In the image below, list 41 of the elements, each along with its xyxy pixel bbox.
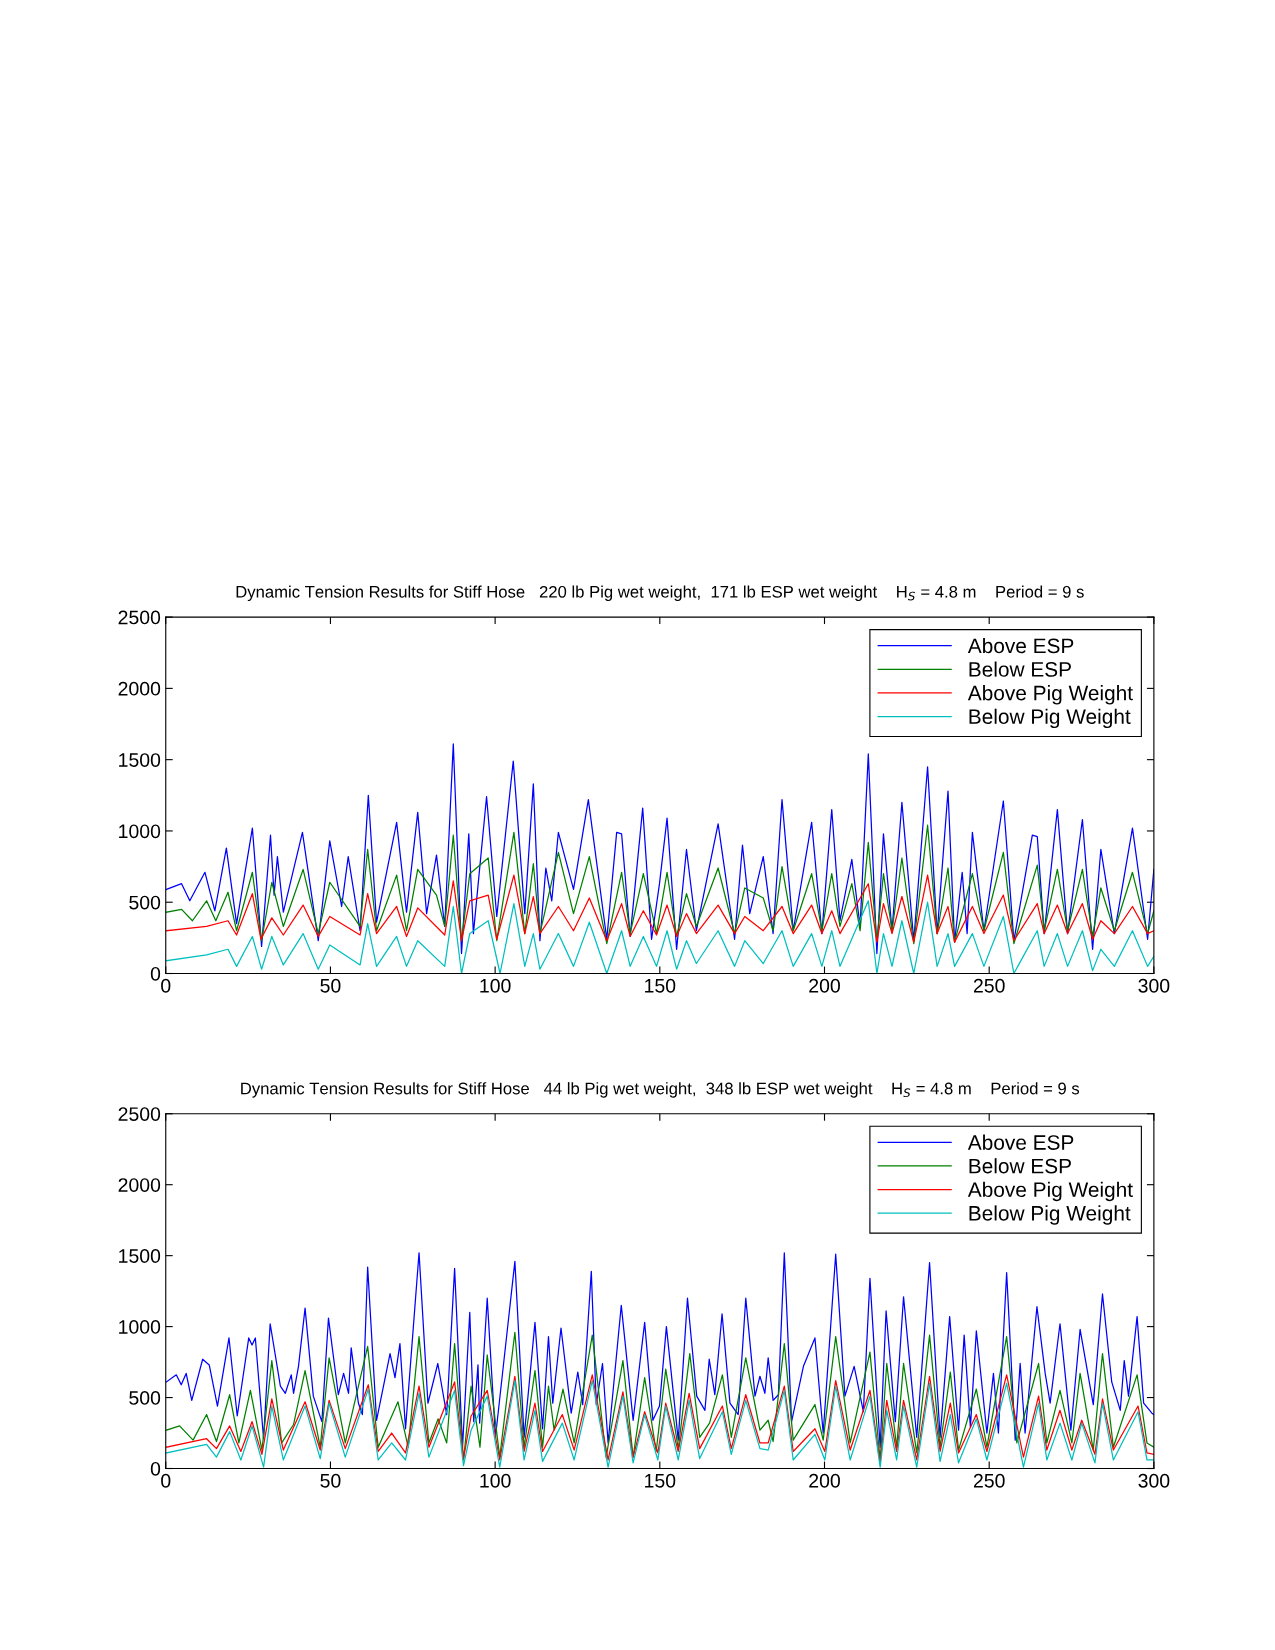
y-tick-label: 2000 <box>118 1178 161 1192</box>
x-tick-label: 0 <box>161 1473 171 1488</box>
legend-label: Below ESP <box>969 1158 1071 1174</box>
x-tick-label: 150 <box>645 1473 676 1488</box>
legend-label: Below Pig Weight <box>969 708 1131 729</box>
x-tick-label: 0 <box>161 978 171 993</box>
x-tick-label: 250 <box>973 978 1005 993</box>
legend-label: Above Pig Weight <box>967 685 1133 705</box>
y-tick-label: 2000 <box>118 681 161 696</box>
y-tick-label: 500 <box>129 895 161 910</box>
x-tick-label: 300 <box>1138 1473 1170 1488</box>
y-tick-label: 2500 <box>118 610 161 625</box>
y-tick-label: 1000 <box>119 1320 161 1334</box>
chart-title: Dynamic Tension Results for Stiff Hose 44 lb Pig wet weight, 348 lb ESP wet weight H$_{S}$ = 4.8 m Period = 9 s <box>241 1082 1080 1098</box>
y-tick-label: 0 <box>150 1461 161 1476</box>
y-tick-label: 2500 <box>118 1107 161 1121</box>
x-tick-label: 200 <box>809 1473 840 1488</box>
y-tick-label: 500 <box>129 1391 161 1405</box>
legend-label: Below ESP <box>969 661 1071 677</box>
y-tick-label: 1500 <box>119 753 161 767</box>
x-tick-label: 300 <box>1138 978 1170 993</box>
x-tick-label: 250 <box>973 1473 1005 1488</box>
x-tick-label: 100 <box>480 1473 511 1488</box>
chart-title: Dynamic Tension Results for Stiff Hose 220 lb Pig wet weight, 171 lb ESP wet weight H$_{S}$ = 4.8 m Period = 9 s <box>236 585 1084 602</box>
y-tick-label: 1500 <box>119 1249 161 1263</box>
x-tick-label: 200 <box>809 978 840 993</box>
x-tick-label: 150 <box>645 978 676 993</box>
y-tick-label: 1000 <box>119 824 161 839</box>
y-tick-label: 0 <box>150 966 161 981</box>
line-series <box>165 824 1154 945</box>
line-series <box>165 874 1154 943</box>
x-tick-label: 100 <box>480 978 511 993</box>
line-series <box>165 743 1154 955</box>
x-tick-label: 50 <box>320 1473 341 1488</box>
legend-label: Below Pig Weight <box>969 1205 1131 1225</box>
legend-label: Above ESP <box>967 1134 1074 1150</box>
line-series <box>165 1252 1154 1448</box>
legend-label: Above ESP <box>967 637 1074 654</box>
x-tick-label: 50 <box>320 978 341 993</box>
legend-label: Above Pig Weight <box>967 1181 1133 1202</box>
line-series <box>165 1331 1154 1461</box>
